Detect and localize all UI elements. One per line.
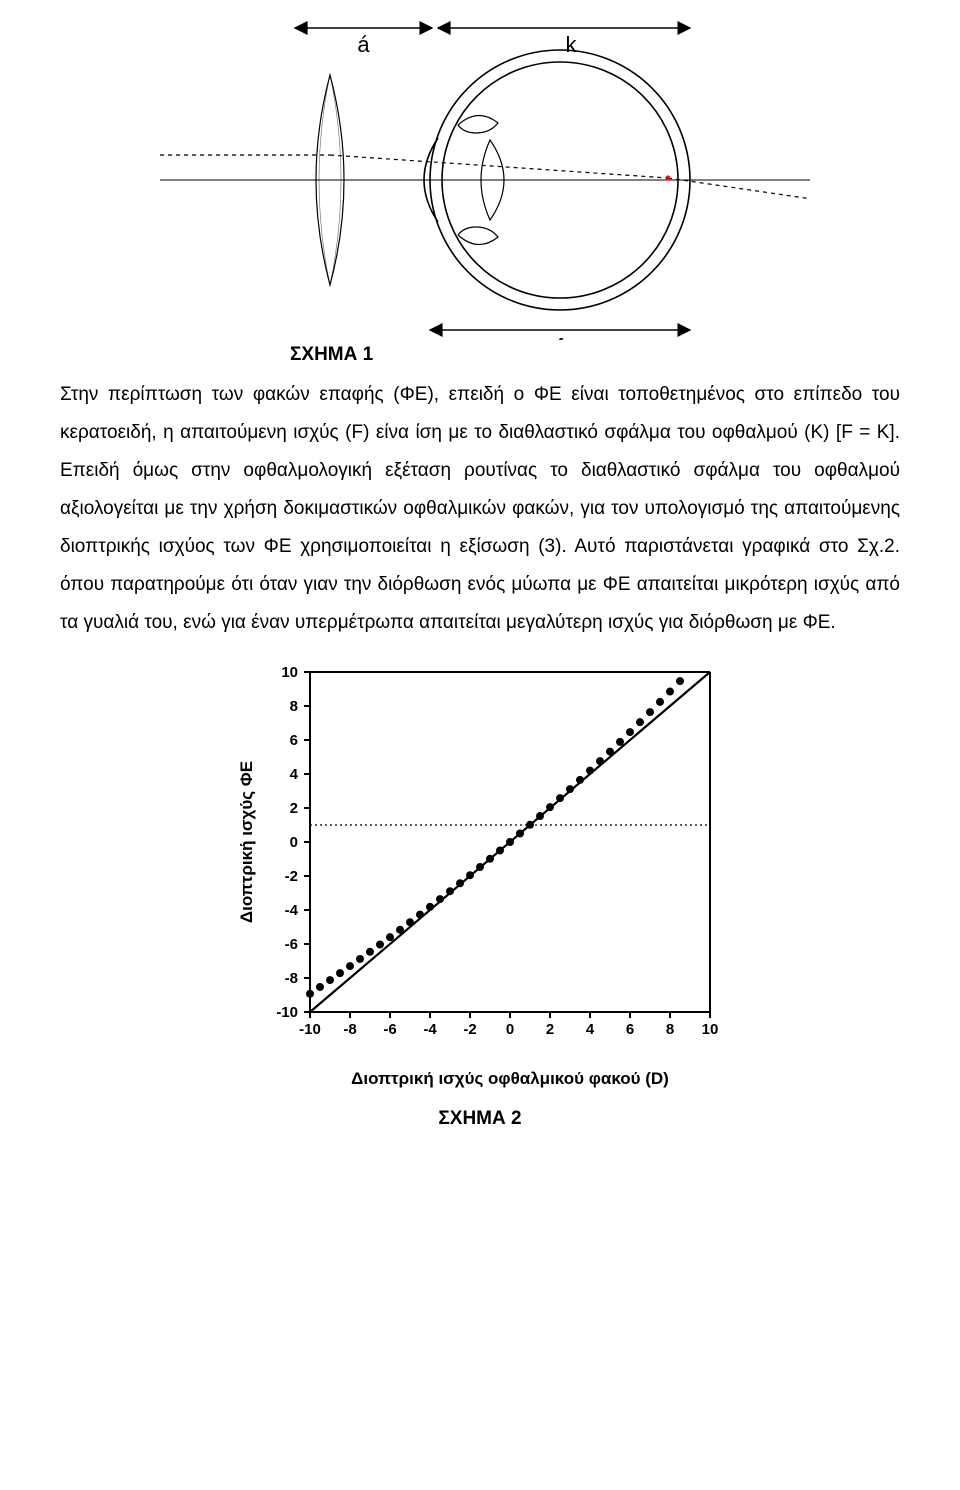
svg-text:10: 10 [702, 1021, 719, 1038]
svg-text:10: 10 [281, 664, 298, 681]
page-container: á k f ΣΧΗΜΑ 1 Στην περίπτωση των φακών επα… [0, 0, 960, 1170]
svg-text:-6: -6 [383, 1021, 396, 1038]
figure-1: á k f ΣΧΗΜΑ 1 [60, 10, 900, 366]
svg-text:6: 6 [626, 1021, 634, 1038]
dioptric-chart-svg: -10 -8 -6 -4 -2 0 2 4 6 8 10 -10 -8 -6 -4 -2 0 2 4 6 8 10 Διοπ… [220, 662, 740, 1102]
body-paragraph: Στην περίπτωση των φακών επαφής (ΦΕ), επ… [60, 376, 900, 642]
svg-text:-2: -2 [463, 1021, 476, 1038]
svg-text:-2: -2 [285, 868, 298, 885]
svg-text:2: 2 [546, 1021, 554, 1038]
svg-text:-8: -8 [343, 1021, 356, 1038]
svg-text:Διοπτρική ισχύς οφθαλμικού φακ: Διοπτρική ισχύς οφθαλμικού φακού (D) [351, 1069, 669, 1088]
svg-text:-4: -4 [423, 1021, 437, 1038]
svg-text:á: á [357, 32, 370, 57]
svg-text:2: 2 [290, 800, 298, 817]
svg-text:-4: -4 [285, 902, 299, 919]
svg-text:4: 4 [290, 766, 299, 783]
svg-text:8: 8 [290, 698, 298, 715]
svg-text:-6: -6 [285, 936, 298, 953]
figure-2: -10 -8 -6 -4 -2 0 2 4 6 8 10 -10 -8 -6 -4 -2 0 2 4 6 8 10 Διοπ… [60, 662, 900, 1130]
eye-diagram-svg: á k f [130, 10, 830, 340]
svg-text:k: k [566, 32, 578, 57]
svg-text:-8: -8 [285, 970, 298, 987]
svg-text:8: 8 [666, 1021, 674, 1038]
svg-text:6: 6 [290, 732, 298, 749]
svg-text:-10: -10 [276, 1004, 298, 1021]
svg-text:-10: -10 [299, 1021, 321, 1038]
figure-2-caption: ΣΧΗΜΑ 2 [438, 1108, 521, 1130]
svg-text:0: 0 [506, 1021, 514, 1038]
svg-text:4: 4 [586, 1021, 595, 1038]
svg-text:f: f [557, 334, 564, 340]
svg-text:Διοπτρική ισχύς ΦΕ: Διοπτρική ισχύς ΦΕ [237, 761, 256, 923]
figure-1-caption: ΣΧΗΜΑ 1 [290, 344, 373, 366]
svg-text:0: 0 [290, 834, 298, 851]
